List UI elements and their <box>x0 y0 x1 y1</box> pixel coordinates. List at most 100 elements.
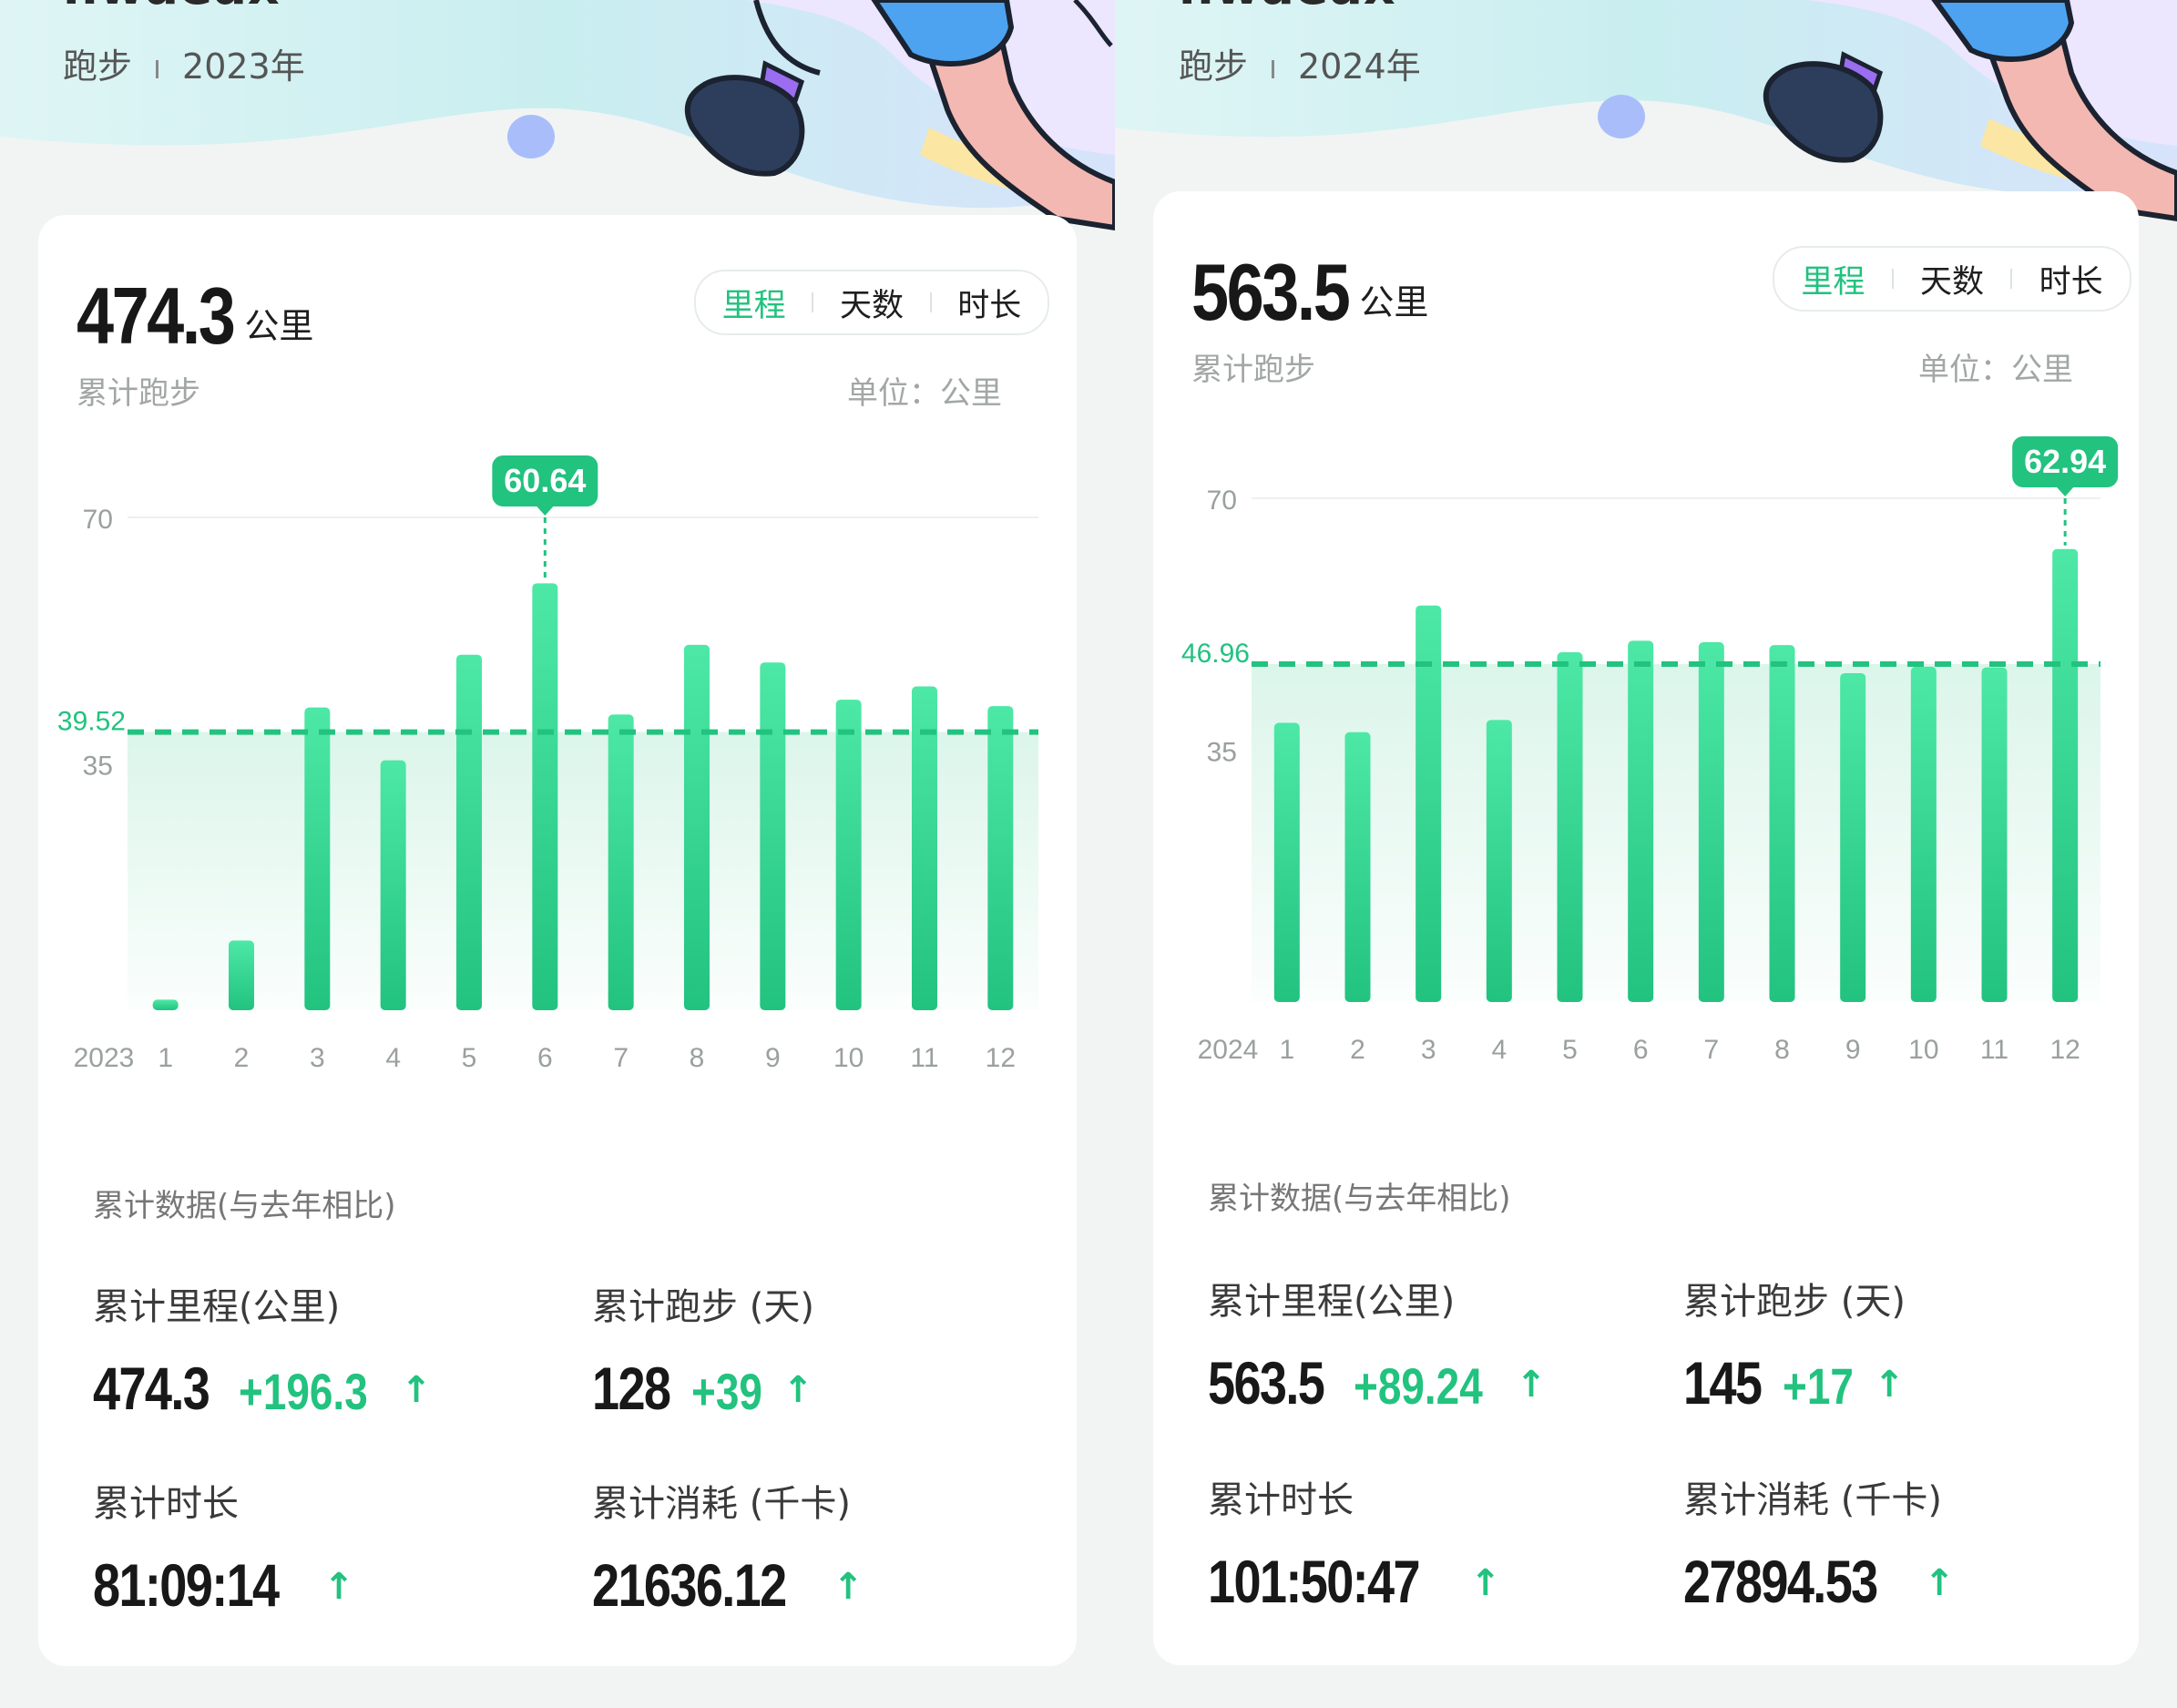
highlight-badge <box>2012 436 2119 487</box>
stat-delta: +196.3 <box>239 1363 368 1420</box>
x-tick-label: 10 <box>1908 1035 1938 1065</box>
tab-distance[interactable]: 里程 <box>721 287 786 324</box>
bar <box>304 707 331 1010</box>
up-arrow-icon: ↑ <box>782 1369 813 1411</box>
x-tick-label: 10 <box>833 1043 864 1073</box>
stat-value: 27894.53 <box>1683 1548 1878 1615</box>
bar <box>532 583 558 1010</box>
header-subtitle: 跑步 2024年 <box>1179 38 1421 88</box>
stat-delta: +39 <box>691 1363 763 1420</box>
stat-label: 累计里程(公里) <box>1208 1281 1456 1323</box>
metric-toggle: 里程 天数 时长 <box>1773 246 2131 312</box>
up-arrow-icon: ↑ <box>1470 1562 1501 1604</box>
up-arrow-icon: ↑ <box>401 1369 432 1411</box>
bar <box>1981 667 2008 1002</box>
divider <box>2010 269 2013 289</box>
bar <box>1698 642 1724 1002</box>
stat-value: 145 <box>1683 1349 1763 1417</box>
total-distance-value: 563.5 <box>1191 247 1351 337</box>
y-tick-label: 35 <box>1207 738 1237 768</box>
total-label: 累计跑步 <box>77 375 200 412</box>
bar <box>1910 666 1937 1002</box>
stat-delta: +17 <box>1783 1357 1855 1415</box>
up-arrow-icon: ↑ <box>323 1566 354 1608</box>
x-tick-label: 11 <box>910 1043 938 1073</box>
header-subtitle: 跑步 2023年 <box>63 38 305 88</box>
unit-note: 单位：公里 <box>847 375 1002 412</box>
x-tick-label: 4 <box>385 1043 401 1073</box>
bar <box>1840 672 1866 1002</box>
tab-duration[interactable]: 时长 <box>2039 263 2103 301</box>
total-summary: 563.5 公里 <box>1191 246 1428 339</box>
sport-label: 跑步 <box>1179 46 1249 87</box>
bar <box>912 686 937 1010</box>
highlight-pointer <box>2057 487 2074 496</box>
stat-label: 累计时长 <box>1208 1479 1354 1521</box>
x-tick-label: 4 <box>1491 1035 1507 1065</box>
divider <box>929 292 932 312</box>
stat-calories: 累计消耗 (千卡) 27894.53 ↑ <box>1683 1470 1955 1616</box>
x-tick-label: 3 <box>310 1043 325 1073</box>
average-area <box>128 731 1038 1010</box>
x-tick-label: 8 <box>1774 1035 1790 1065</box>
total-distance-value: 474.3 <box>77 271 236 361</box>
metric-toggle: 里程 天数 时长 <box>694 270 1049 335</box>
year-label: 2023年 <box>182 46 305 87</box>
tab-distance[interactable]: 里程 <box>1801 263 1865 301</box>
stat-distance: 累计里程(公里) 474.3 +196.3 ↑ <box>93 1277 432 1423</box>
stats-card: 474.3 公里 里程 天数 时长 累计跑步 单位：公里 35 70 1 2 3 4 5 6 7… <box>38 215 1077 1666</box>
x-tick-label: 8 <box>690 1043 705 1073</box>
total-summary: 474.3 公里 <box>77 270 313 363</box>
x-tick-label: 9 <box>1845 1035 1861 1065</box>
stat-duration: 累计时长 101:50:47 ↑ <box>1208 1470 1501 1616</box>
stat-calories: 累计消耗 (千卡) 21636.12 ↑ <box>592 1474 864 1620</box>
highlight-badge <box>492 455 598 506</box>
stat-label: 累计时长 <box>93 1483 239 1525</box>
bar <box>760 662 786 1010</box>
stat-value: 101:50:47 <box>1208 1548 1421 1615</box>
unit-note: 单位：公里 <box>1918 352 2073 388</box>
stat-days: 累计跑步 (天) 145 +17 ↑ <box>1683 1272 1906 1417</box>
average-label: 46.96 <box>1181 639 1250 669</box>
stat-value: 128 <box>592 1355 671 1422</box>
stat-label: 累计里程(公里) <box>93 1286 341 1328</box>
year-report-panel: nwaeax 跑步 2024年 563.5 公里 里程 天数 时长 累计跑步 单位… <box>1115 0 2177 1708</box>
year-label: 2024年 <box>1298 46 1421 87</box>
username-title: nwaeax <box>63 0 281 15</box>
bar <box>2052 548 2079 1002</box>
bar <box>1628 640 1654 1002</box>
bar <box>229 940 254 1010</box>
divider <box>156 59 159 78</box>
stat-value: 81:09:14 <box>93 1551 280 1619</box>
x-tick-label: 5 <box>462 1043 477 1073</box>
x-year-label: 2023 <box>74 1043 135 1073</box>
x-tick-label: 7 <box>613 1043 629 1073</box>
tab-duration[interactable]: 时长 <box>957 287 1022 324</box>
year-report-panel: nwaeax 跑步 2023年 474.3 公里 里程 天数 时长 累计跑步 单位… <box>0 0 1115 1666</box>
bar <box>684 644 710 1010</box>
stat-value: 474.3 <box>93 1355 210 1422</box>
x-tick-label: 9 <box>765 1043 781 1073</box>
up-arrow-icon: ↑ <box>1516 1364 1547 1406</box>
stat-label: 累计消耗 (千卡) <box>1683 1479 1942 1521</box>
divider <box>1272 59 1275 78</box>
x-tick-label: 1 <box>1279 1035 1294 1065</box>
stat-label: 累计跑步 (天) <box>1683 1281 1906 1323</box>
stats-card: 563.5 公里 里程 天数 时长 累计跑步 单位：公里 35 70 1 2 3 4 5 6 7… <box>1153 191 2139 1665</box>
stat-value: 563.5 <box>1208 1349 1325 1417</box>
average-label: 39.52 <box>57 707 126 737</box>
bar <box>1486 720 1512 1002</box>
up-arrow-icon: ↑ <box>1924 1562 1955 1604</box>
x-tick-label: 12 <box>986 1043 1016 1073</box>
highlight-value: 60.64 <box>504 462 586 499</box>
stat-delta: +89.24 <box>1354 1357 1483 1415</box>
x-tick-label: 6 <box>1633 1035 1649 1065</box>
average-area <box>1252 664 2100 1002</box>
tab-days[interactable]: 天数 <box>839 287 904 324</box>
x-tick-label: 2 <box>1350 1035 1365 1065</box>
x-tick-label: 2 <box>234 1043 250 1073</box>
tab-days[interactable]: 天数 <box>1920 263 1985 301</box>
bar <box>1344 731 1371 1002</box>
x-tick-label: 11 <box>1980 1035 2008 1065</box>
